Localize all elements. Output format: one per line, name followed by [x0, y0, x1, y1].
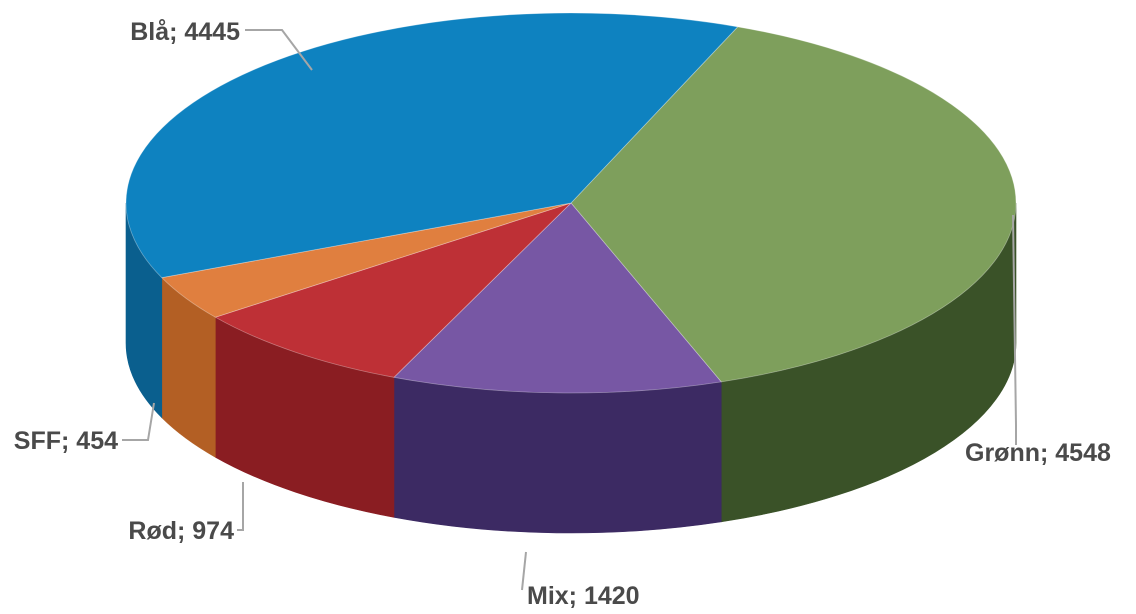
pie-slice-bl	[125, 12, 739, 279]
pie-slice-sff	[160, 202, 572, 318]
pie-slice-gr-nn	[570, 26, 1017, 383]
leader-line-gronn	[1012, 214, 1017, 445]
data-labels: Blå; 4445 Grønn; 4548 Mix; 1420 Rød; 974…	[14, 18, 1111, 610]
leader-line-rod	[237, 482, 244, 531]
leader-line-mix	[521, 551, 527, 591]
pie-side-mix	[393, 376, 722, 534]
leader-lines	[122, 29, 1017, 591]
data-label-gronn: Grønn; 4548	[965, 439, 1111, 467]
pie-side-layer	[125, 202, 1017, 534]
data-label-rod: Rød; 974	[128, 517, 234, 545]
data-label-sff: SFF; 454	[14, 427, 118, 455]
leader-line-blaa	[245, 29, 313, 71]
pie-top-layer	[125, 12, 1017, 394]
pie-slice-r-d	[214, 202, 572, 378]
pie-slice-mix	[393, 202, 722, 394]
data-label-blaa: Blå; 4445	[130, 18, 240, 46]
data-label-mix: Mix; 1420	[527, 582, 640, 610]
leader-line-sff	[122, 402, 155, 441]
